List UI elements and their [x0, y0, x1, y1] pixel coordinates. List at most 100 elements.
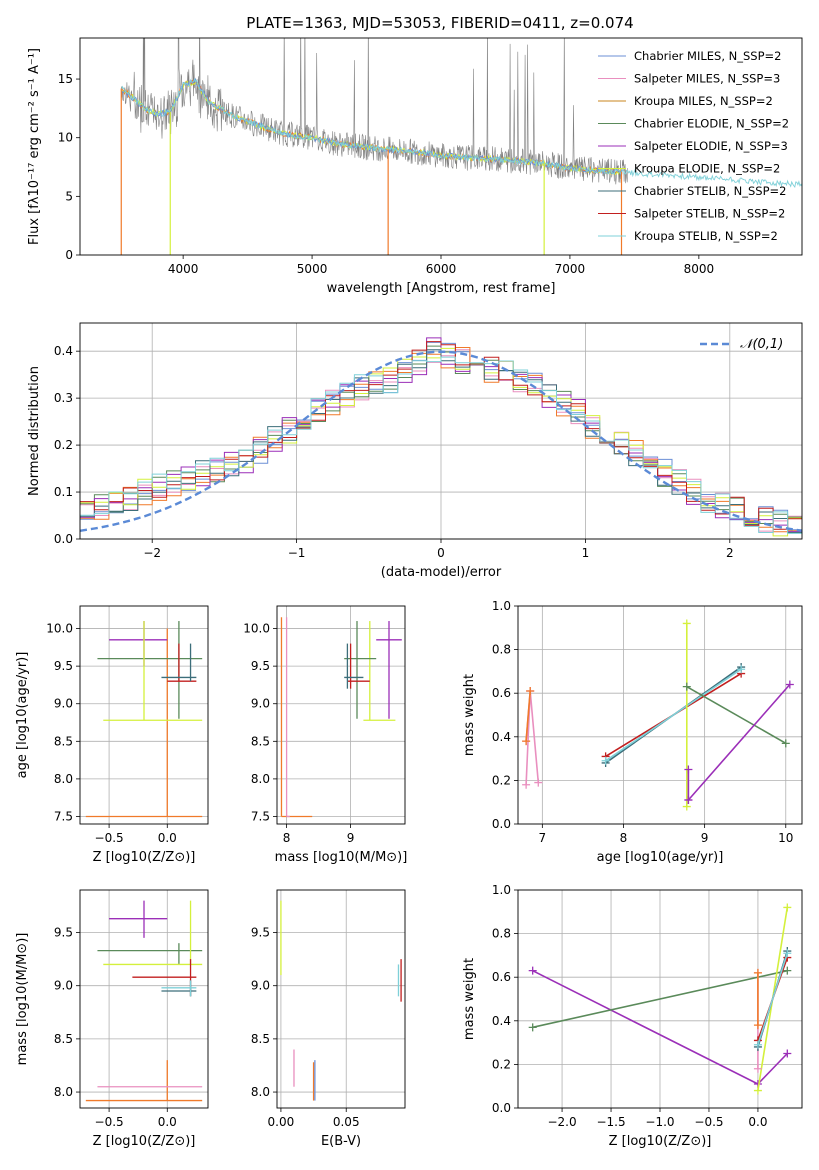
plus-marker [753, 1064, 762, 1073]
y-axis-label: mass weight [462, 958, 477, 1040]
y-tick-label: 8.5 [251, 734, 270, 748]
x-axis-label: mass [log10(M/M⊙)] [275, 850, 408, 865]
spectrum-marks [120, 38, 802, 255]
x-tick-label: 4000 [168, 262, 199, 276]
residual-histogram-line [80, 349, 802, 533]
x-tick-label: 8 [620, 831, 628, 845]
weight_vs_age-panel: 7 8 9 10 0.0 0.2 0.4 0.6 0.8 1.0 age [log10(age/yr… [462, 599, 803, 865]
x-tick-label: −2 [143, 546, 161, 560]
x-tick-label: −1.5 [596, 1115, 625, 1129]
x-tick-label: 9 [347, 831, 355, 845]
x-tick-label: 0.05 [333, 1115, 360, 1129]
axes-frame [79, 605, 209, 825]
legend-label: Chabrier MILES, N_SSP=2 [634, 49, 781, 63]
legend-label: Kroupa STELIB, N_SSP=2 [634, 229, 778, 243]
y-tick-label: 7.5 [54, 809, 73, 823]
x-tick-label: −1 [288, 546, 306, 560]
plus-marker [785, 680, 794, 689]
normal-distribution-curve [80, 350, 802, 532]
y-tick-label: 0.6 [492, 970, 511, 984]
plus-marker [682, 619, 691, 628]
y-tick-label: 8.5 [251, 1032, 270, 1046]
legend-label: Chabrier STELIB, N_SSP=2 [634, 184, 786, 198]
plus-marker [753, 968, 762, 977]
plus-marker [783, 1049, 792, 1058]
x-axis-label: Z [log10(Z/Z⊙)] [609, 1134, 712, 1149]
spectrum-model-line [121, 77, 622, 177]
y-tick-label: 9.0 [54, 979, 73, 993]
y-tick-label: 10.0 [46, 622, 73, 636]
figure-title: PLATE=1363, MJD=53053, FIBERID=0411, z=0… [246, 14, 633, 32]
legend-label: Kroupa ELODIE, N_SSP=2 [634, 162, 780, 176]
y-tick-label: 1.0 [492, 599, 511, 613]
y-tick-label: 9.0 [251, 697, 270, 711]
plus-marker [526, 687, 535, 696]
y-axis-label: age [log10(age/yr)] [15, 652, 30, 779]
y-tick-label: 0.0 [54, 532, 73, 546]
plus-marker [753, 1086, 762, 1095]
mass_vs_ebv-marks [280, 900, 402, 1101]
y-tick-label: 9.0 [251, 979, 270, 993]
plus-marker [528, 1023, 537, 1032]
plus-marker [522, 737, 531, 746]
plus-marker [781, 739, 790, 748]
legend-label: Salpeter MILES, N_SSP=3 [634, 72, 780, 86]
age_vs_Z-panel: −0.5 0.0 7.5 8.0 8.5 9.0 9.5 10.0 Z [log10(Z/Z⊙)… [15, 605, 209, 865]
plus-marker [783, 903, 792, 912]
mass_vs_Z-panel: −0.5 0.0 8.0 8.5 9.0 9.5 Z [log10(Z/Z⊙)] mass [… [15, 889, 209, 1149]
mass-weight-line [687, 683, 791, 801]
y-axis-label: mass weight [462, 674, 477, 756]
y-axis-label: Flux [fλ10⁻¹⁷ erg cm⁻² s⁻¹ A⁻¹] [27, 48, 42, 245]
y-tick-label: 0 [65, 248, 73, 262]
legend-label: 𝒩(0,1) [740, 337, 783, 352]
y-tick-label: 15 [58, 72, 73, 86]
axes-frame [276, 889, 406, 1109]
x-tick-label: 0.00 [268, 1115, 295, 1129]
plus-marker [783, 966, 792, 975]
residual-legend: 𝒩(0,1) [700, 337, 783, 352]
axes-frame [79, 322, 803, 540]
x-tick-label: 2 [726, 546, 734, 560]
y-tick-label: 0.0 [492, 1101, 511, 1115]
x-tick-label: 0.0 [158, 831, 177, 845]
x-axis-label: (data-model)/error [381, 565, 502, 580]
axes-frame [517, 605, 803, 825]
y-tick-label: 5 [65, 189, 73, 203]
plus-marker [783, 949, 792, 958]
x-tick-label: 0.0 [748, 1115, 767, 1129]
plus-marker [682, 802, 691, 811]
y-tick-label: 9.5 [251, 659, 270, 673]
mass-weight-line [686, 686, 787, 744]
axes-frame [276, 605, 406, 825]
plus-marker [753, 1040, 762, 1049]
legend-label: Kroupa MILES, N_SSP=2 [634, 94, 773, 108]
y-tick-label: 10 [58, 131, 73, 145]
age_vs_mass-marks [280, 617, 402, 818]
mass-weight-line [757, 952, 789, 1046]
y-tick-label: 0.2 [492, 773, 511, 787]
plus-marker [753, 1021, 762, 1030]
x-axis-label: Z [log10(Z/Z⊙)] [93, 850, 196, 865]
plus-marker [684, 796, 693, 805]
x-tick-label: 0.0 [158, 1115, 177, 1129]
age_vs_mass-panel: 8 9 7.5 8.0 8.5 9.0 9.5 10.0 mass [log10(M/M⊙)] [243, 605, 408, 865]
y-tick-label: 10.0 [243, 622, 270, 636]
y-tick-label: 7.5 [251, 809, 270, 823]
x-tick-label: 10 [778, 831, 793, 845]
y-tick-label: 0.8 [492, 643, 511, 657]
y-tick-label: 9.5 [251, 926, 270, 940]
plus-marker [737, 665, 746, 674]
y-axis-label: mass [log10(M/M⊙)] [15, 933, 30, 1066]
x-tick-label: 7000 [555, 262, 586, 276]
x-tick-label: 9 [701, 831, 709, 845]
axes-frame [517, 889, 803, 1109]
residual-histogram-line [80, 341, 802, 530]
x-axis-label: Z [log10(Z/Z⊙)] [93, 1134, 196, 1149]
y-tick-label: 8.0 [54, 1085, 73, 1099]
mass_vs_Z-marks [85, 900, 203, 1102]
spectrum-panel: 4000 5000 6000 7000 8000 0 5 10 15 wavelength [An… [27, 37, 803, 296]
mass-weight-line [605, 668, 742, 762]
y-tick-label: 0.2 [492, 1057, 511, 1071]
